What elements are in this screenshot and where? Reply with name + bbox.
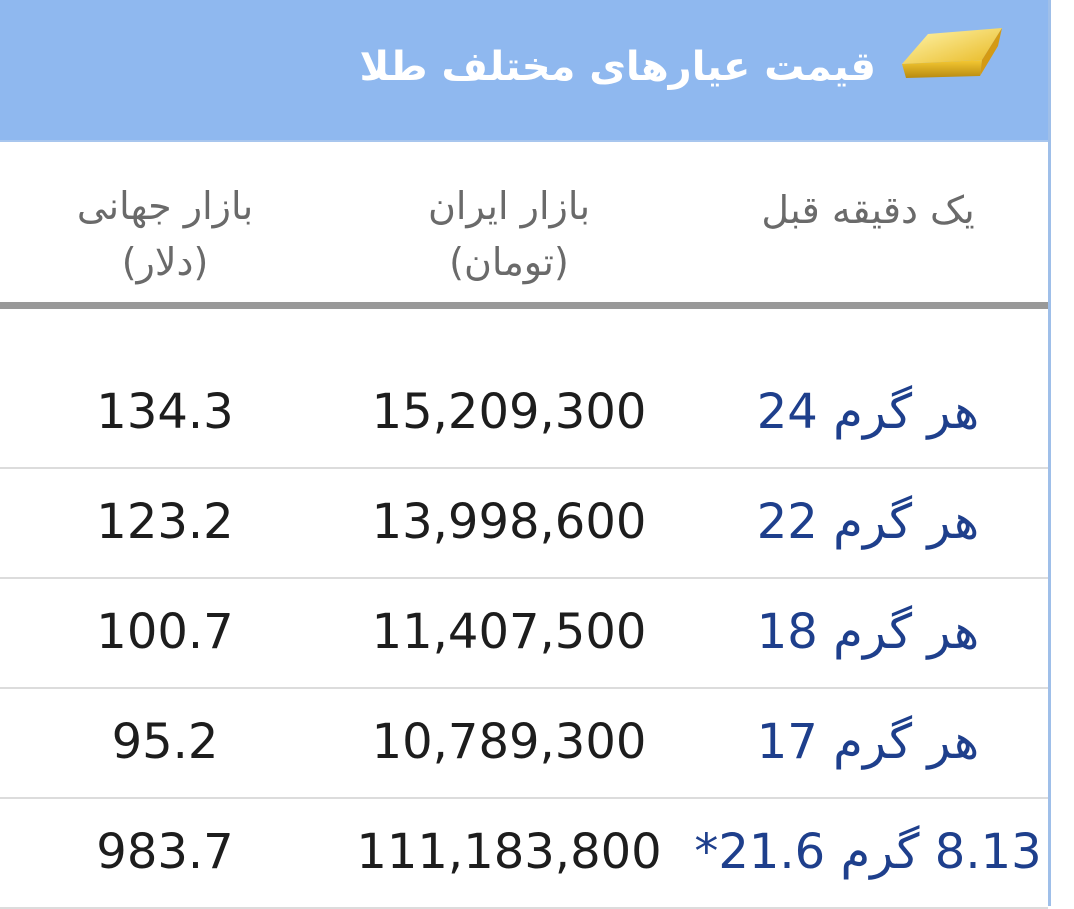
row-label: هر گرم 17: [756, 714, 980, 770]
gold-price-panel: قیمت عیارهای مختلف طلا یک دقیقه قبل بازا…: [0, 0, 1051, 909]
table-row: 8.13 گرم 21.6* 111,183,800 983.7: [0, 797, 1048, 909]
panel-header: قیمت عیارهای مختلف طلا: [0, 0, 1048, 142]
column-header-iran-title: بازار ایران: [427, 184, 591, 228]
table-row: هر گرم 22 13,998,600 123.2: [0, 467, 1048, 579]
iran-price: 10,789,300: [371, 714, 647, 770]
column-header-world: بازار جهانی (دلار): [0, 178, 330, 290]
updated-time: یک دقیقه قبل: [761, 188, 975, 232]
world-price: 123.2: [96, 494, 234, 550]
column-header-world-title: بازار جهانی: [76, 184, 254, 228]
iran-price: 13,998,600: [371, 494, 647, 550]
row-label: هر گرم 22: [756, 494, 980, 550]
iran-price: 11,407,500: [371, 604, 647, 660]
page-title: قیمت عیارهای مختلف طلا: [359, 44, 876, 90]
row-label: هر گرم 18: [756, 604, 980, 660]
world-price: 983.7: [96, 824, 234, 880]
column-headers: یک دقیقه قبل بازار ایران (تومان) بازار ج…: [0, 142, 1048, 302]
iran-price: 15,209,300: [371, 384, 647, 440]
world-price: 95.2: [111, 714, 219, 770]
column-header-iran-unit: (تومان): [449, 240, 569, 284]
table-row: هر گرم 18 11,407,500 100.7: [0, 577, 1048, 689]
column-header-iran: بازار ایران (تومان): [330, 178, 688, 290]
header-divider: [0, 302, 1048, 309]
world-price: 100.7: [96, 604, 234, 660]
iran-price: 111,183,800: [356, 824, 662, 880]
world-price: 134.3: [96, 384, 234, 440]
row-label: هر گرم 24: [756, 384, 980, 440]
column-header-world-unit: (دلار): [121, 240, 209, 284]
gold-bar-icon: [902, 28, 1002, 78]
table-row: هر گرم 24 15,209,300 134.3: [0, 357, 1048, 469]
row-label: 8.13 گرم 21.6*: [694, 824, 1042, 880]
table-row: هر گرم 17 10,789,300 95.2: [0, 687, 1048, 799]
